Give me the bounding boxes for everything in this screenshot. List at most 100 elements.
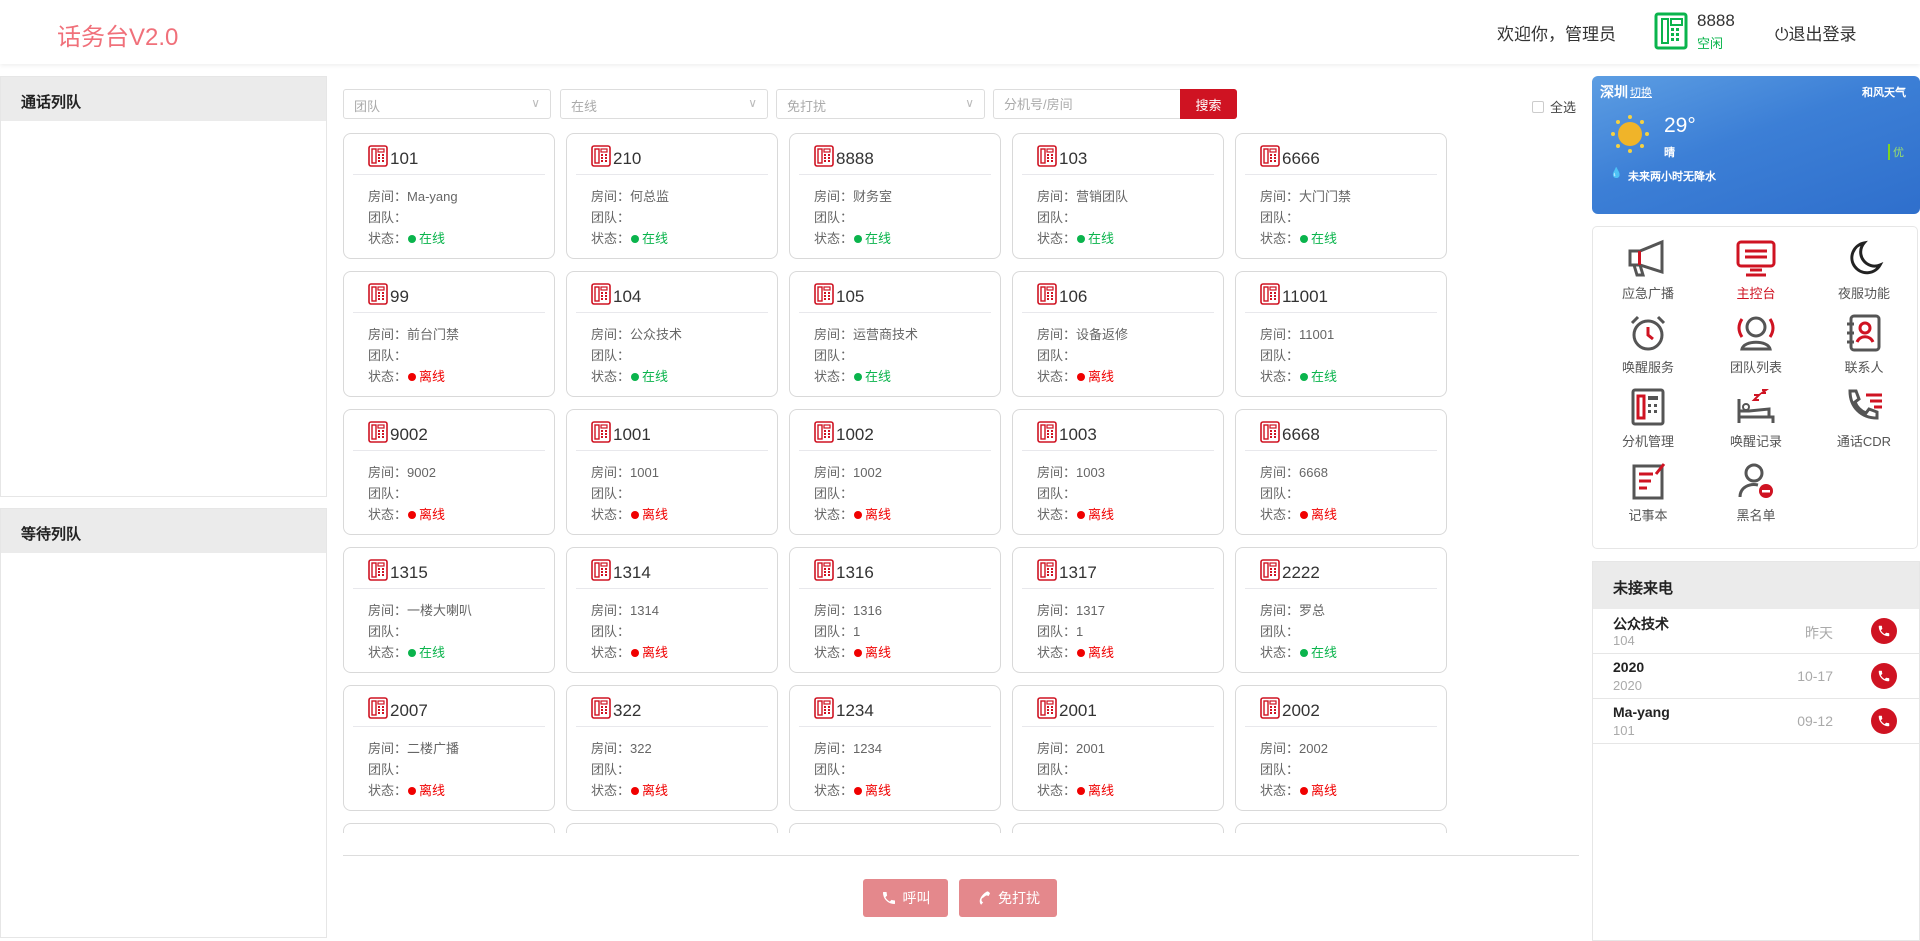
- function-megaphone[interactable]: 应急广播: [1594, 239, 1702, 302]
- room-label: 房间：: [1037, 465, 1077, 480]
- callback-button[interactable]: [1871, 708, 1897, 734]
- status-line: 状态： 在线: [1260, 366, 1337, 385]
- status-dot: [408, 235, 417, 243]
- call-label: 呼叫: [902, 890, 931, 906]
- extension-card[interactable]: 1317 房间：1317 团队：1 状态： 离线: [1012, 547, 1224, 673]
- team-label: 团队：: [368, 624, 408, 639]
- extension-card[interactable]: 2002 房间：2002 团队： 状态： 离线: [1235, 685, 1447, 811]
- select-all-checkbox[interactable]: 全选: [1532, 97, 1576, 116]
- extension-number: 1003: [1059, 424, 1097, 444]
- card-divider: [799, 450, 991, 451]
- extension-card[interactable]: 9002 房间：9002 团队： 状态： 离线: [343, 409, 555, 535]
- call-date: 09-12: [1797, 713, 1833, 729]
- team-line: 团队：: [1260, 621, 1299, 640]
- team-select[interactable]: 团队 ∨: [343, 89, 551, 119]
- caller-extension: 101: [1613, 723, 1635, 738]
- room-label: 房间：: [814, 603, 854, 618]
- search-button[interactable]: 搜索: [1180, 89, 1237, 119]
- function-contacts[interactable]: 联系人: [1810, 313, 1918, 376]
- callback-button[interactable]: [1871, 618, 1897, 644]
- call-queue-panel: 通话列队: [0, 76, 327, 497]
- extension-card[interactable]: 103 房间：营销团队 团队： 状态： 在线: [1012, 133, 1224, 259]
- status-badge: 离线: [419, 369, 446, 384]
- team-label: 团队：: [814, 762, 854, 777]
- extension-card[interactable]: 322 房间：322 团队： 状态： 离线: [566, 685, 778, 811]
- weather-switch-link[interactable]: 切换: [1630, 87, 1652, 99]
- room-value: Ma-yang: [407, 189, 458, 204]
- team-line: 团队：: [814, 483, 853, 502]
- extension-card[interactable]: [566, 823, 778, 833]
- function-sleep-record[interactable]: 唤醒记录: [1702, 387, 1810, 450]
- function-call-record[interactable]: 通话CDR: [1810, 387, 1918, 450]
- team-label: 团队：: [1037, 210, 1077, 225]
- dnd-select[interactable]: 免打扰 ∨: [776, 89, 985, 119]
- extension-card[interactable]: [343, 823, 555, 833]
- function-console[interactable]: 主控台: [1702, 239, 1810, 302]
- extension-phone-icon: [814, 697, 834, 724]
- extension-number: 2001: [1059, 700, 1097, 720]
- call-button[interactable]: 呼叫: [863, 879, 948, 917]
- status-label: 状态：: [368, 369, 408, 384]
- extension-card[interactable]: 1234 房间：1234 团队： 状态： 离线: [789, 685, 1001, 811]
- extension-card[interactable]: 106 房间：设备返修 团队： 状态： 离线: [1012, 271, 1224, 397]
- extension-phone-icon: [1037, 697, 1057, 724]
- room-value: 何总监: [630, 189, 670, 204]
- extension-card[interactable]: 1315 房间：一楼大喇叭 团队： 状态： 在线: [343, 547, 555, 673]
- missed-call-row[interactable]: 2020 2020 10-17: [1593, 654, 1919, 699]
- extension-phone-icon: [368, 559, 388, 586]
- function-notepad[interactable]: 记事本: [1594, 461, 1702, 524]
- status-badge: 离线: [865, 783, 892, 798]
- status-label: 状态：: [368, 783, 408, 798]
- extension-card[interactable]: 6666 房间：大门门禁 团队： 状态： 在线: [1235, 133, 1447, 259]
- extension-card[interactable]: 1316 房间：1316 团队：1 状态： 离线: [789, 547, 1001, 673]
- extension-number: 105: [836, 286, 865, 306]
- extension-card[interactable]: 2222 房间：罗总 团队： 状态： 在线: [1235, 547, 1447, 673]
- callback-button[interactable]: [1871, 663, 1897, 689]
- extension-card[interactable]: 2007 房间：二楼广播 团队： 状态： 离线: [343, 685, 555, 811]
- extension-number: 1234: [836, 700, 874, 720]
- extension-card[interactable]: 1002 房间：1002 团队： 状态： 离线: [789, 409, 1001, 535]
- extension-card[interactable]: [1012, 823, 1224, 833]
- extension-card[interactable]: 1003 房间：1003 团队： 状态： 离线: [1012, 409, 1224, 535]
- extension-card[interactable]: 105 房间：运营商技术 团队： 状态： 在线: [789, 271, 1001, 397]
- extension-card[interactable]: 1001 房间：1001 团队： 状态： 离线: [566, 409, 778, 535]
- extension-card[interactable]: 8888 房间：财务室 团队： 状态： 在线: [789, 133, 1001, 259]
- function-team[interactable]: 团队列表: [1702, 313, 1810, 376]
- extension-card[interactable]: 99 房间：前台门禁 团队： 状态： 离线: [343, 271, 555, 397]
- dnd-button[interactable]: 免打扰: [959, 879, 1057, 917]
- logout-button[interactable]: ⏻退出登录: [1775, 20, 1856, 45]
- status-badge: 离线: [642, 507, 669, 522]
- team-label: 团队：: [1260, 348, 1300, 363]
- extension-number: 1002: [836, 424, 874, 444]
- extension-search-input[interactable]: [993, 89, 1181, 119]
- status-dot: [854, 511, 863, 519]
- status-line: 状态： 在线: [591, 366, 668, 385]
- card-divider: [1245, 174, 1437, 175]
- card-divider: [799, 588, 991, 589]
- extension-card[interactable]: [789, 823, 1001, 833]
- room-line: 房间：何总监: [591, 186, 669, 205]
- missed-call-row[interactable]: Ma-yang 101 09-12: [1593, 699, 1919, 744]
- extension-card[interactable]: 210 房间：何总监 团队： 状态： 在线: [566, 133, 778, 259]
- status-label: 状态：: [368, 645, 408, 660]
- extension-card[interactable]: 11001 房间：11001 团队： 状态： 在线: [1235, 271, 1447, 397]
- weather-condition: 晴: [1664, 147, 1675, 159]
- team-icon: [1702, 313, 1810, 353]
- missed-call-row[interactable]: 公众技术 104 昨天: [1593, 609, 1919, 654]
- function-moon[interactable]: 夜服功能: [1810, 239, 1918, 302]
- function-alarm-clock[interactable]: 唤醒服务: [1594, 313, 1702, 376]
- extension-card[interactable]: 104 房间：公众技术 团队： 状态： 在线: [566, 271, 778, 397]
- status-badge: 在线: [1311, 231, 1338, 246]
- room-label: 房间：: [368, 189, 408, 204]
- team-label: 团队：: [368, 348, 408, 363]
- extension-card[interactable]: 6668 房间：6668 团队： 状态： 离线: [1235, 409, 1447, 535]
- online-select[interactable]: 在线 ∨: [560, 89, 768, 119]
- extension-card[interactable]: 2001 房间：2001 团队： 状态： 离线: [1012, 685, 1224, 811]
- room-label: 房间：: [814, 327, 854, 342]
- card-divider: [576, 450, 768, 451]
- extension-card[interactable]: 101 房间：Ma-yang 团队： 状态： 在线: [343, 133, 555, 259]
- extension-card[interactable]: 1314 房间：1314 团队： 状态： 离线: [566, 547, 778, 673]
- extension-card[interactable]: [1235, 823, 1447, 833]
- function-blacklist[interactable]: 黑名单: [1702, 461, 1810, 524]
- function-extension-phone[interactable]: 分机管理: [1594, 387, 1702, 450]
